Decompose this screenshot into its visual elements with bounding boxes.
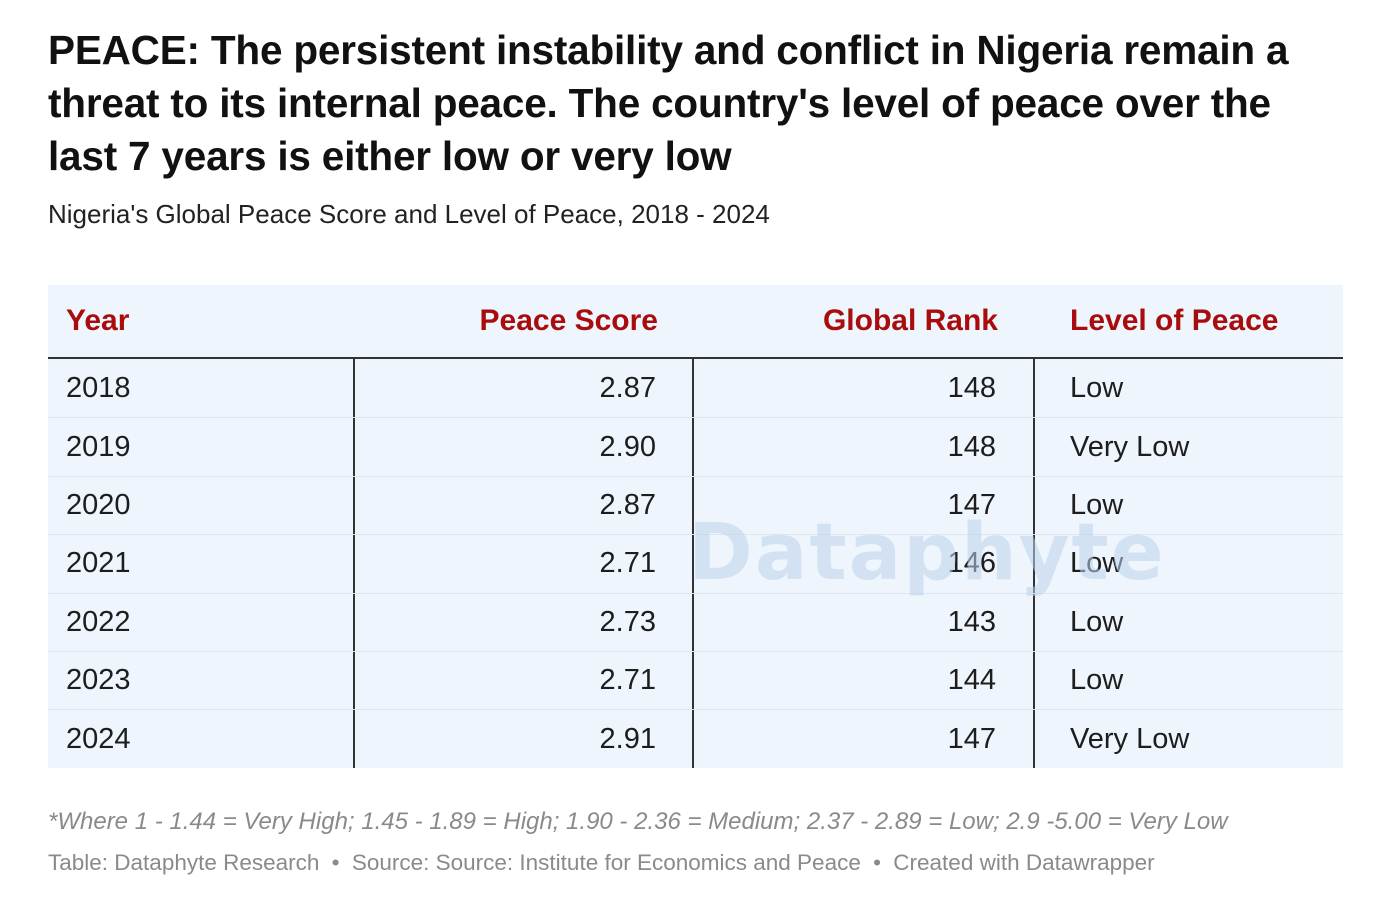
peace-score-cell: 2.90 — [355, 418, 694, 476]
global-rank-cell: 146 — [694, 535, 1035, 593]
created-with-link[interactable]: Created with Datawrapper — [893, 850, 1155, 875]
year-cell: 2023 — [48, 651, 355, 710]
level-of-peace-cell: Low — [1070, 547, 1124, 580]
chart-subtitle: Nigeria's Global Peace Score and Level o… — [48, 199, 770, 229]
table-header-row: Year Peace Score Global Rank Level of Pe… — [48, 285, 1343, 359]
table-row: 2020 2.87 147 Low — [48, 475, 1343, 535]
year-cell: 2019 — [48, 418, 355, 476]
global-rank-cell: 147 — [694, 710, 1035, 768]
level-of-peace-cell: Low — [1070, 371, 1124, 404]
table-row: 2021 2.71 146 Low — [48, 534, 1343, 593]
level-of-peace-cell: Low — [1070, 664, 1124, 697]
global-rank-cell: 148 — [694, 418, 1035, 476]
footer-separator: • — [873, 850, 882, 875]
year-cell: 2022 — [48, 593, 355, 651]
column-header-year[interactable]: Year — [66, 304, 130, 337]
global-rank-cell: 143 — [694, 593, 1035, 651]
global-rank-cell: 147 — [694, 476, 1035, 535]
chart-title: PEACE: The persistent instability and co… — [48, 27, 1289, 179]
year-cell: 2020 — [48, 476, 355, 535]
source-credit: Source: Source: Institute for Economics … — [351, 850, 861, 875]
column-header-level-of-peace[interactable]: Level of Peace — [1070, 304, 1279, 337]
peace-score-cell: 2.71 — [355, 651, 694, 710]
scale-note: *Where 1 - 1.44 = Very High; 1.45 - 1.89… — [48, 808, 1228, 835]
column-header-global-rank[interactable]: Global Rank — [822, 304, 998, 337]
year-cell: 2024 — [48, 710, 355, 768]
chart-container: PEACE: The persistent instability and co… — [48, 24, 1343, 768]
table-row: 2019 2.90 148 Very Low — [48, 417, 1343, 476]
level-of-peace-cell: Very Low — [1070, 430, 1190, 463]
table-body: 2018 2.87 148 Low 2019 2.90 148 Very Low 2020 2.8… — [48, 359, 1343, 768]
level-of-peace-cell: Low — [1070, 488, 1124, 521]
chart-footer: Table: Dataphyte Research • Source: Sour… — [48, 850, 1155, 876]
year-cell: 2018 — [48, 359, 355, 418]
level-of-peace-cell: Very Low — [1070, 722, 1190, 755]
table-credit: Table: Dataphyte Research — [48, 850, 320, 875]
peace-score-cell: 2.73 — [355, 593, 694, 651]
peace-score-table: Year Peace Score Global Rank Level of Pe… — [48, 285, 1343, 768]
footer-separator: • — [331, 850, 340, 875]
column-header-peace-score[interactable]: Peace Score — [479, 304, 658, 337]
year-cell: 2021 — [48, 535, 355, 593]
table-row: 2024 2.91 147 Very Low — [48, 709, 1343, 768]
peace-score-cell: 2.91 — [355, 710, 694, 768]
table-row: 2023 2.71 144 Low — [48, 650, 1343, 710]
level-of-peace-cell: Low — [1070, 605, 1124, 638]
table-row: 2022 2.73 143 Low — [48, 592, 1343, 651]
peace-score-cell: 2.87 — [355, 359, 694, 418]
global-rank-cell: 144 — [694, 651, 1035, 710]
global-rank-cell: 148 — [694, 359, 1035, 418]
table-row: 2018 2.87 148 Low — [48, 359, 1343, 418]
peace-score-cell: 2.87 — [355, 476, 694, 535]
peace-score-cell: 2.71 — [355, 535, 694, 593]
